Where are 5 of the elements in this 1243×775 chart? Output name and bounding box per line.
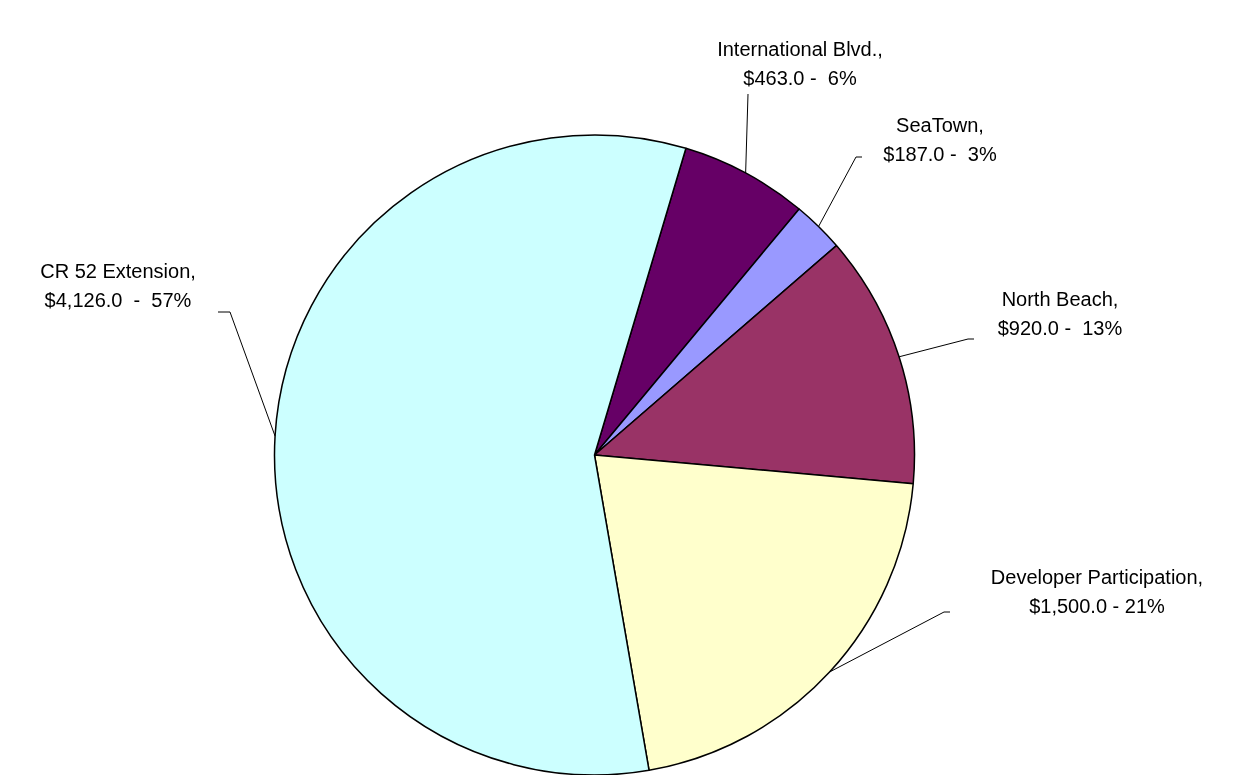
- slice-label: North Beach, $920.0 - 13%: [997, 287, 1123, 339]
- slice-label: Developer Participation, $1,500.0 - 21%: [990, 565, 1204, 617]
- slice-label: SeaTown, $187.0 - 3%: [883, 113, 997, 165]
- slice-label: International Blvd., $463.0 - 6%: [717, 37, 883, 89]
- slice-label: CR 52 Extension, $4,126.0 - 57%: [40, 259, 196, 311]
